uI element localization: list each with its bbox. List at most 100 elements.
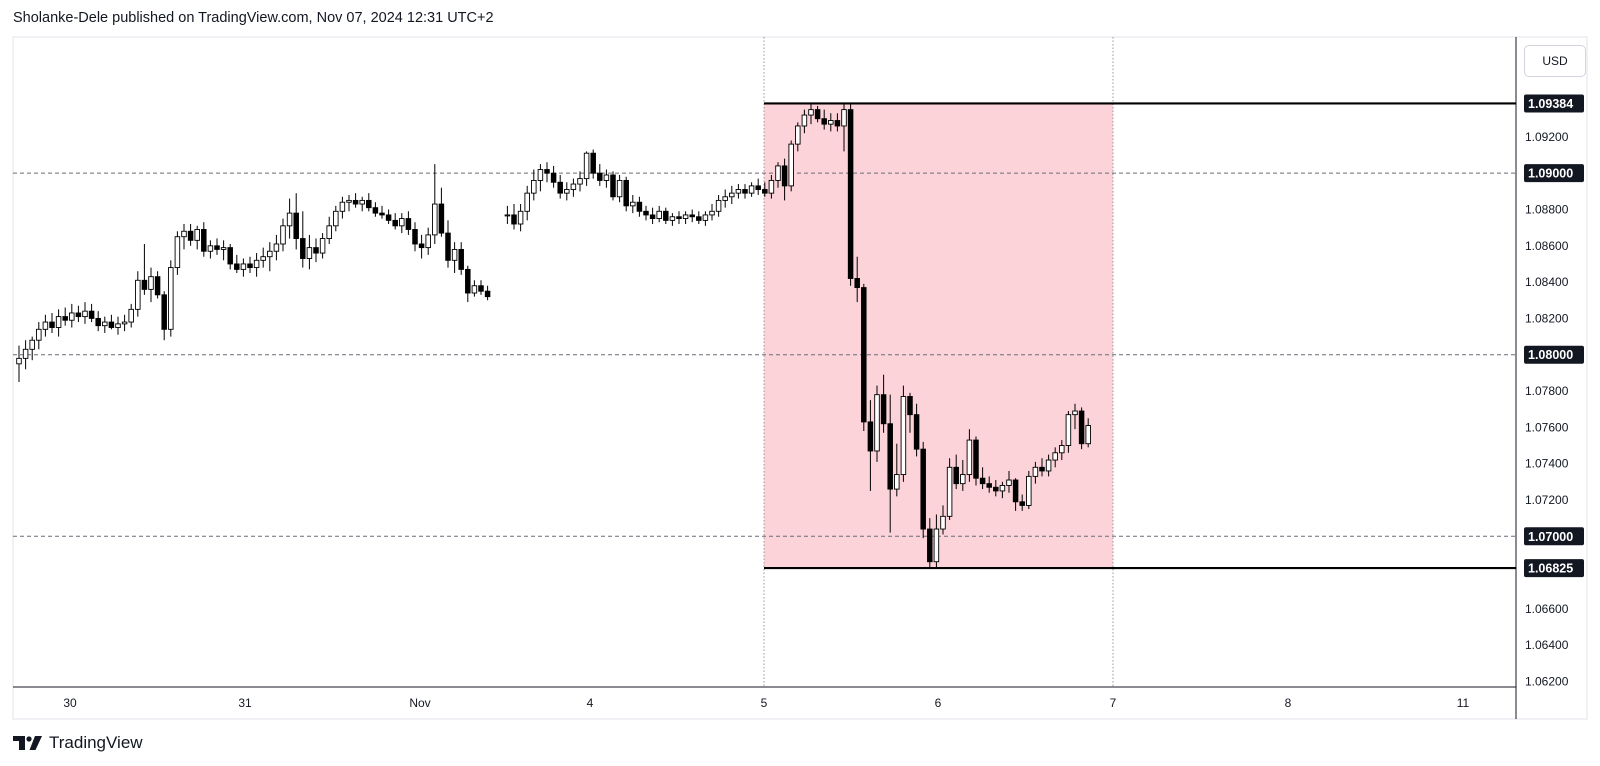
candle-body: [392, 219, 398, 227]
candle-body: [781, 165, 788, 187]
candle: [597, 164, 603, 186]
candle: [432, 164, 438, 244]
candle-body: [630, 201, 636, 207]
price-tick-label: 1.07200: [1525, 493, 1569, 507]
candle: [986, 476, 992, 493]
candle-body: [148, 276, 154, 290]
candle-body: [280, 225, 286, 245]
candle: [709, 204, 715, 221]
candle-body: [247, 263, 253, 269]
candle: [927, 518, 933, 569]
candle: [1085, 418, 1091, 448]
candle: [484, 285, 491, 301]
candle-body: [597, 172, 603, 181]
publisher-caption: Sholanke-Dele published on TradingView.c…: [13, 10, 494, 26]
candle: [366, 193, 372, 212]
candle: [590, 149, 596, 179]
price-label-box: [1524, 164, 1584, 183]
candle-body: [313, 247, 319, 254]
time-tick-label: 31: [238, 696, 252, 710]
candle: [154, 271, 161, 299]
candle: [960, 460, 966, 491]
candle: [102, 316, 108, 333]
candle-body: [966, 439, 973, 476]
candle-body: [649, 214, 656, 220]
candle: [1006, 470, 1012, 493]
candle: [42, 314, 49, 337]
candle: [946, 458, 953, 520]
candle: [702, 211, 709, 226]
candle: [808, 104, 814, 125]
candle-body: [227, 247, 233, 265]
candle-body: [187, 230, 194, 241]
candle-body: [128, 308, 134, 323]
candle-body: [385, 214, 392, 221]
candle-body: [564, 189, 570, 194]
candle: [234, 254, 240, 274]
candle: [583, 151, 590, 186]
candle: [280, 218, 286, 252]
price-tick-label: 1.08800: [1525, 202, 1569, 216]
candle: [194, 225, 200, 250]
candle-body: [267, 250, 273, 258]
candle-body: [214, 245, 220, 250]
candle: [141, 243, 148, 295]
candle-body: [927, 528, 933, 563]
candle-body: [36, 328, 42, 341]
currency-button[interactable]: USD: [1524, 45, 1586, 77]
price-label-text: 1.06825: [1528, 562, 1573, 576]
candle-body: [75, 312, 82, 318]
candle-body: [729, 192, 735, 198]
price-tick-label: 1.07800: [1525, 384, 1569, 398]
candle-body: [913, 414, 920, 450]
time-tick-label: 30: [63, 696, 77, 710]
candle: [557, 174, 563, 199]
candle: [821, 109, 827, 130]
candle-body: [696, 216, 702, 221]
candle-body: [1026, 475, 1032, 506]
candle: [544, 162, 550, 183]
candle: [1019, 494, 1025, 511]
candle: [253, 253, 260, 277]
tradingview-logo-icon: [13, 736, 42, 750]
candle-body: [907, 396, 913, 416]
candle-body: [121, 321, 128, 325]
candle: [867, 400, 874, 491]
candle-body: [88, 310, 95, 319]
candle-body: [517, 210, 524, 225]
candle-body: [801, 114, 808, 127]
candle-body: [399, 218, 405, 227]
candle: [471, 280, 478, 297]
candle-body: [570, 183, 577, 190]
highlight-zone: [764, 103, 1113, 569]
candle: [696, 211, 702, 225]
candle-body: [735, 189, 742, 194]
candle-body: [748, 185, 755, 194]
time-tick-label: 11: [1457, 696, 1470, 710]
candle: [247, 256, 253, 274]
candle: [880, 374, 887, 433]
candle: [425, 227, 431, 255]
candle-body: [669, 216, 676, 221]
candle-body: [788, 143, 794, 187]
candle: [55, 309, 62, 337]
candle: [108, 314, 115, 330]
candle-body: [960, 474, 966, 485]
candle-body: [682, 214, 689, 220]
time-tick-label: Nov: [409, 696, 430, 710]
candle: [894, 443, 900, 497]
candle-body: [352, 199, 359, 205]
candle: [643, 205, 649, 221]
candle-body: [643, 210, 649, 216]
candle: [570, 178, 577, 197]
candle-body: [484, 290, 491, 298]
time-tick-label: 6: [935, 696, 942, 710]
candle-body: [95, 317, 101, 327]
candle: [504, 205, 511, 225]
candle-body: [135, 279, 141, 310]
candle: [458, 242, 464, 275]
candle-body: [366, 199, 372, 209]
candle: [887, 394, 893, 533]
price-tick-label: 1.06400: [1525, 638, 1569, 652]
